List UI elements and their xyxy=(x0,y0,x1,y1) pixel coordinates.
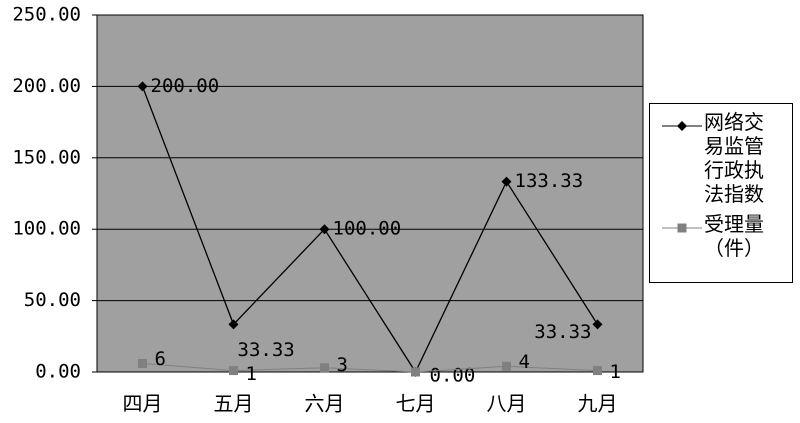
point xyxy=(411,367,420,377)
x-tick-label: 八月 xyxy=(487,392,527,416)
y-tick-label: 0.00 xyxy=(35,361,81,383)
y-tick-label: 100.00 xyxy=(12,218,81,240)
data-label: 1 xyxy=(610,361,621,383)
point xyxy=(320,363,329,373)
point xyxy=(593,366,602,376)
point xyxy=(319,224,330,235)
y-tick-label: 200.00 xyxy=(12,75,81,97)
legend-item: 受理量（件） xyxy=(660,212,792,260)
data-label: 33.33 xyxy=(534,321,591,343)
point xyxy=(137,81,148,92)
y-tick-label: 50.00 xyxy=(24,289,81,311)
legend-key xyxy=(662,223,702,233)
legend-label: 受理量（件） xyxy=(704,212,764,260)
legend-key xyxy=(662,121,702,131)
x-tick-label: 六月 xyxy=(305,392,345,416)
x-tick-label: 九月 xyxy=(578,392,618,416)
legend-marker xyxy=(677,223,687,233)
y-tick-label: 250.00 xyxy=(12,4,81,26)
plot-area xyxy=(96,14,644,373)
data-label: 3 xyxy=(337,354,348,376)
point xyxy=(592,319,603,330)
data-label: 4 xyxy=(519,351,530,373)
data-label: 33.33 xyxy=(238,339,295,361)
point xyxy=(501,176,512,187)
legend-item: 网络交易监管行政执法指数 xyxy=(660,110,792,206)
legend-marker xyxy=(677,121,687,131)
legend-label: 网络交易监管行政执法指数 xyxy=(704,110,764,206)
data-label: 1 xyxy=(246,363,257,385)
x-tick-label: 四月 xyxy=(123,392,163,416)
point xyxy=(228,319,239,330)
series-line xyxy=(142,362,598,373)
data-label: 0.00 xyxy=(430,365,476,387)
point xyxy=(138,358,147,368)
point xyxy=(229,366,238,376)
legend: 网络交易监管行政执法指数受理量（件） xyxy=(649,103,793,283)
x-tick-label: 七月 xyxy=(396,392,436,416)
data-label: 200.00 xyxy=(151,75,220,97)
y-tick-label: 150.00 xyxy=(12,146,81,168)
data-label: 100.00 xyxy=(333,218,402,240)
point xyxy=(502,361,511,371)
series-line xyxy=(141,86,599,374)
data-label: 6 xyxy=(155,348,166,370)
data-label: 133.33 xyxy=(515,170,584,192)
x-tick-label: 五月 xyxy=(214,392,254,416)
